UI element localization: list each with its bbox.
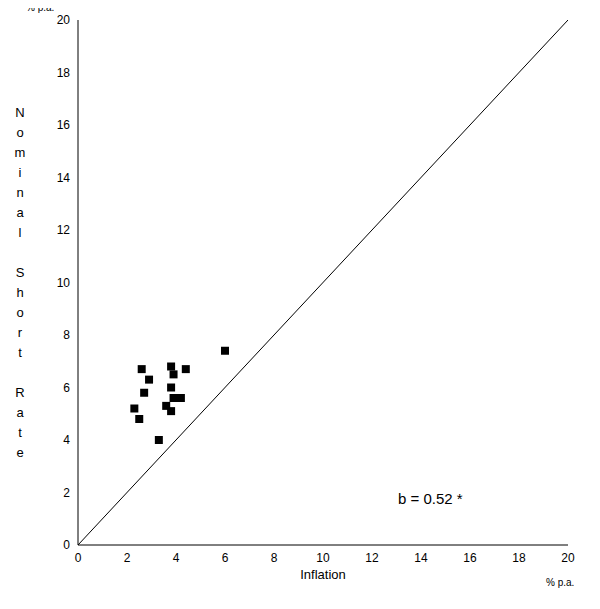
svg-text:18: 18 [57, 66, 71, 80]
svg-text:16: 16 [463, 551, 477, 565]
html-text:o: o [16, 304, 24, 320]
html-text:t: t [18, 344, 22, 360]
svg-text:18: 18 [512, 551, 526, 565]
svg-text:10: 10 [57, 276, 71, 290]
html-text:a: a [16, 204, 24, 220]
svg-text:0: 0 [63, 538, 70, 552]
html-text:S: S [15, 264, 25, 280]
svg-text:8: 8 [271, 551, 278, 565]
svg-text:4: 4 [173, 551, 180, 565]
svg-text:8: 8 [63, 328, 70, 342]
svg-text:2: 2 [63, 486, 70, 500]
html-text:b = 0.52 *: b = 0.52 * [398, 490, 463, 507]
svg-text:16: 16 [57, 118, 71, 132]
html-text:m: m [14, 144, 26, 160]
html-text:t: t [18, 424, 22, 440]
html-text:N: N [15, 104, 25, 120]
svg-text:6: 6 [222, 551, 229, 565]
html-text:% p.a.: % p.a. [26, 2, 55, 13]
svg-text:12: 12 [365, 551, 379, 565]
html-text:i: i [18, 164, 22, 180]
svg-text:Inflation: Inflation [300, 567, 346, 582]
html-text:R: R [15, 384, 25, 400]
html-text:e: e [16, 444, 24, 460]
html-text:r: r [17, 324, 23, 340]
svg-text:4: 4 [63, 433, 70, 447]
svg-text:20: 20 [561, 551, 575, 565]
html-text:l: l [18, 224, 22, 240]
html-text:% p.a.: % p.a. [546, 577, 575, 588]
svg-text:20: 20 [57, 13, 71, 27]
svg-text:0: 0 [75, 551, 82, 565]
svg-text:2: 2 [124, 551, 131, 565]
svg-text:12: 12 [57, 223, 71, 237]
svg-text:14: 14 [57, 171, 71, 185]
svg-text:10: 10 [316, 551, 330, 565]
html-text:a: a [16, 404, 24, 420]
html-text:o: o [16, 124, 24, 140]
svg-text:14: 14 [414, 551, 428, 565]
html-text:n: n [16, 184, 24, 200]
svg-text:6: 6 [63, 381, 70, 395]
html-text:h: h [16, 284, 24, 300]
